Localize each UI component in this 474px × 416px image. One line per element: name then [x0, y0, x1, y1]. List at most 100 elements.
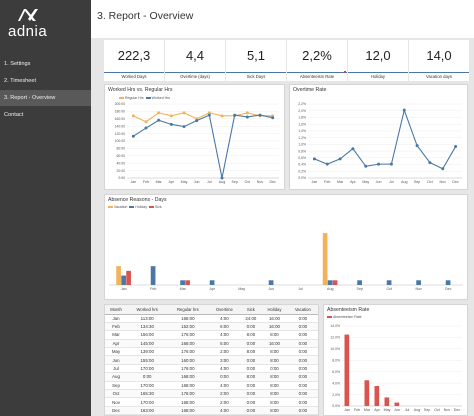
table-row: Aug 0:00 168:00 0:00 8:00 8:00 0:00	[105, 372, 318, 382]
table-cell: 0:00	[240, 364, 262, 374]
x-tick-label: May	[181, 180, 188, 184]
data-point	[182, 125, 186, 129]
table-cell: 8:00	[240, 330, 262, 340]
table-cell: 8:00	[261, 389, 288, 399]
x-tick-label: Nov	[257, 180, 264, 184]
table-cell: 176:00	[167, 389, 209, 399]
sidebar-item-report-overview[interactable]: 3. Report - Overview	[0, 90, 91, 106]
sidebar: adnia 1. Settings 2. Timesheet 3. Report…	[0, 0, 91, 416]
series-line	[314, 108, 457, 170]
y-tick-label: 80:00	[117, 147, 126, 151]
x-tick-label: Jan	[344, 408, 350, 412]
table-row: Jun 155:00 160:00 3:00 0:00 8:00 0:00	[105, 355, 318, 365]
table-cell: 8:00	[261, 406, 288, 416]
data-point	[364, 164, 368, 168]
sidebar-item-settings[interactable]: 1. Settings	[4, 61, 31, 67]
kpi-label: Sick Days	[226, 72, 286, 79]
table-cell: 168:00	[167, 372, 209, 382]
kpi-value: 14,0	[426, 48, 452, 63]
y-tick-label: 0,2%	[298, 169, 306, 173]
x-tick-label: Sep	[231, 180, 237, 184]
data-point	[389, 162, 393, 166]
table-cell: 176:00	[167, 364, 209, 374]
chart-title: Absenteeism Rate	[327, 307, 370, 313]
table-cell: 156:00	[127, 330, 168, 340]
table-cell: 0:00	[240, 389, 262, 399]
table-cell: 5:00	[208, 339, 241, 349]
data-point	[402, 108, 406, 112]
kpi-label: Absenteeism Rate	[287, 72, 347, 79]
data-point	[441, 167, 445, 171]
legend-label: Holiday	[135, 205, 148, 209]
x-tick-label: Oct	[386, 287, 392, 291]
table-cell: 168:00	[167, 406, 209, 416]
data-point	[454, 145, 458, 149]
table-cell: 176:00	[167, 347, 209, 357]
y-tick-label: 1,0%	[298, 143, 306, 147]
bar	[386, 280, 392, 285]
bar	[180, 280, 185, 285]
logo: adnia	[8, 6, 86, 40]
x-tick-label: Mar	[337, 180, 344, 184]
x-tick-label: Sep	[357, 287, 363, 291]
y-tick-label: 2,0%	[298, 109, 306, 113]
table-cell: 0:00	[287, 389, 318, 399]
bar	[150, 266, 156, 285]
bar	[394, 402, 400, 406]
x-tick-label: Dec	[445, 287, 452, 291]
sidebar-item-contact[interactable]: Contact	[4, 112, 24, 118]
table-cell: 24:00	[240, 314, 262, 323]
table-row: Mar 156:00 176:00 4:00 8:00 8:00 0:00	[105, 330, 318, 340]
table-row: Oct 165:30 176:00 2:00 0:00 8:00 0:00	[105, 389, 318, 399]
bar	[322, 233, 328, 285]
x-tick-label: Aug	[401, 180, 407, 184]
x-tick-label: Feb	[324, 180, 330, 184]
kpi-value: 12,0	[365, 48, 391, 63]
table-cell: 0:00	[240, 397, 262, 407]
x-tick-label: Aug	[327, 287, 333, 291]
table-cell: Mar	[105, 330, 128, 340]
bar	[374, 386, 380, 406]
bar	[344, 334, 350, 406]
table-cell: 0:00	[240, 381, 262, 391]
table-cell: Dec	[105, 406, 128, 416]
monthly-hours-table-panel: Month Worked hrs Regular hrs Overtime Si…	[104, 304, 319, 416]
kpi-value: 2,2%	[302, 48, 332, 63]
kpi-overtime: 4,4 Overtime (days)	[165, 40, 225, 81]
data-point	[258, 113, 262, 117]
table-cell: 2:00	[208, 397, 241, 407]
sidebar-item-timesheet[interactable]: 2. Timesheet	[4, 78, 37, 84]
bar	[364, 380, 370, 406]
table-cell: Feb	[105, 322, 128, 332]
x-tick-label: Nov	[444, 408, 451, 412]
legend-label: Vacation	[114, 205, 128, 209]
x-tick-label: Apr	[374, 408, 380, 412]
table-cell: 170:00	[127, 364, 168, 374]
bar	[126, 270, 131, 285]
table-cell: 0:00	[240, 339, 262, 349]
data-point	[271, 116, 275, 120]
column-header: Worked hrs	[127, 305, 168, 315]
data-point	[233, 113, 237, 117]
overtime-rate-panel: Overtime Rate 0,0% 0,2% 0,4% 0,6% 0,8% 1,0% 1,…	[289, 84, 468, 190]
table-cell: 6:00	[208, 322, 241, 332]
chart-title: Worked Hrs vs. Regular Hrs	[108, 87, 173, 93]
y-tick-label: 1,2%	[298, 136, 306, 140]
table-cell: 8:00	[261, 381, 288, 391]
x-tick-label: Mar	[156, 180, 163, 184]
kpi-vacation: 14,0 Vacation days	[409, 40, 469, 81]
page-title: 3. Report - Overview	[97, 10, 194, 22]
y-tick-label: 140:00	[115, 124, 125, 128]
data-point	[131, 114, 135, 118]
x-tick-label: Apr	[209, 287, 215, 291]
table-cell: 113:00	[127, 314, 168, 323]
x-tick-label: Mar	[180, 287, 187, 291]
data-point	[195, 119, 199, 123]
absence-reasons-panel: Absence Reasons - Days Vacation Holiday …	[104, 194, 468, 300]
kpi-label: Overtime (days)	[165, 72, 225, 79]
table-cell: 0:00	[287, 322, 318, 332]
data-point	[338, 157, 342, 161]
worked-vs-regular-panel: Worked Hrs vs. Regular Hrs Regular Hrs W…	[104, 84, 285, 190]
chart-legend: Regular Hrs Worked Hrs	[119, 96, 170, 100]
x-tick-label: Oct	[245, 180, 251, 184]
